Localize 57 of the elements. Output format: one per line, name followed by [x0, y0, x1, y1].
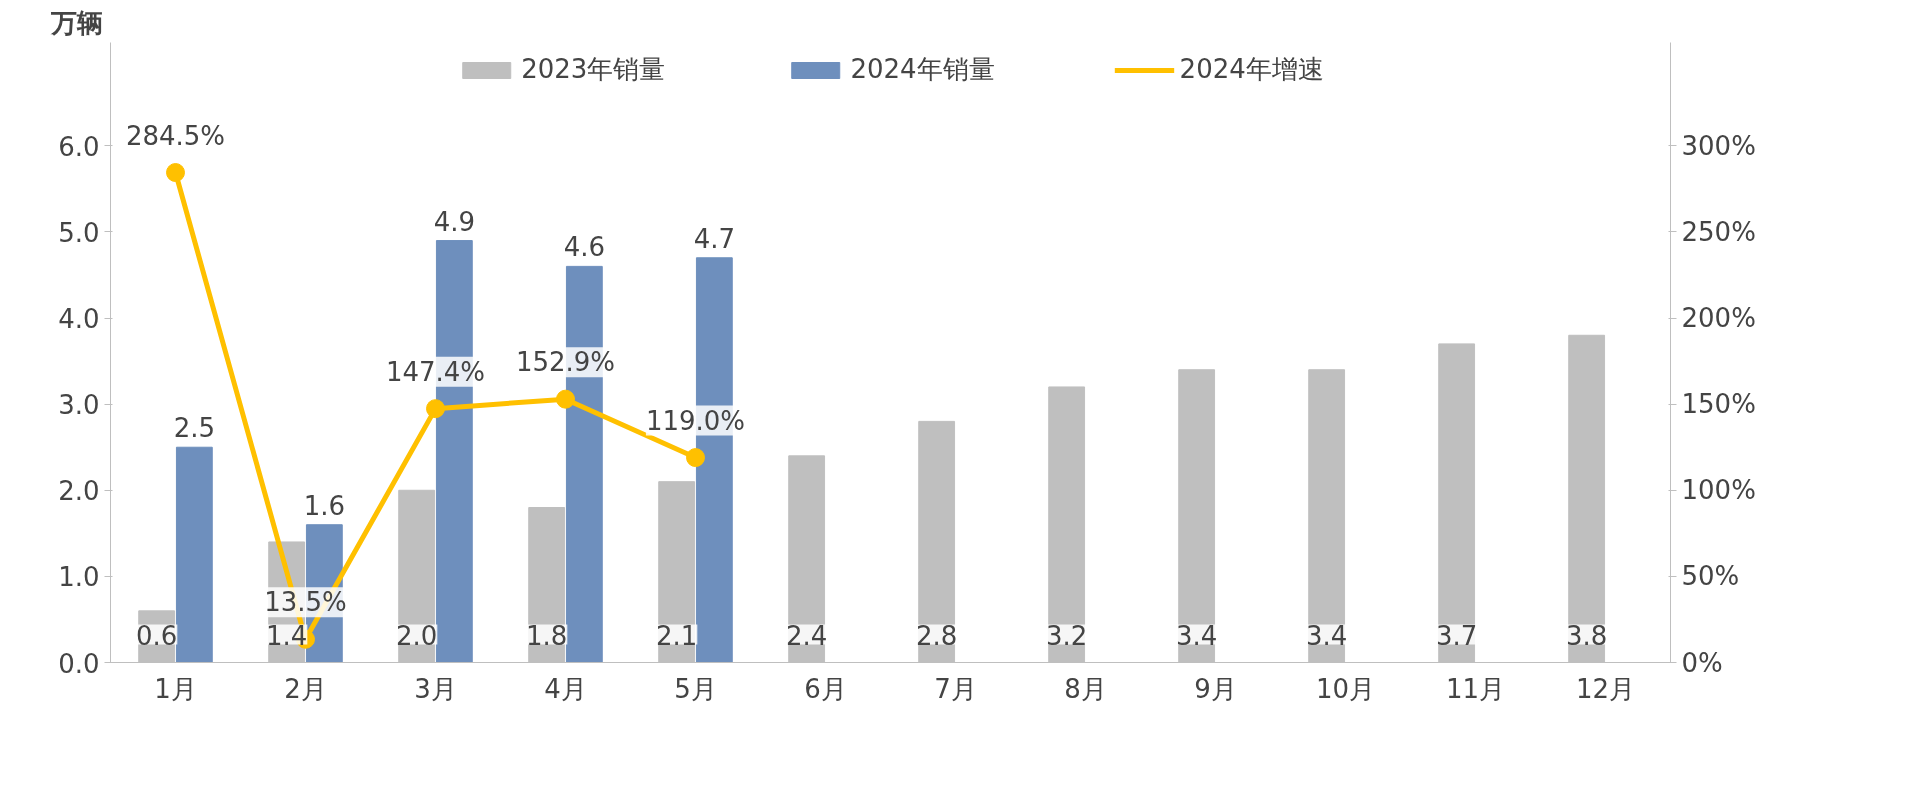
x-tick-label: 1月 — [154, 673, 197, 704]
data-label: 2.4 — [785, 620, 828, 651]
data-label: 1.8 — [525, 620, 568, 651]
x-tick-label: 12月 — [1575, 673, 1636, 704]
y2-tick-label: 200% — [1681, 303, 1756, 334]
y2-tick-label: 250% — [1681, 216, 1756, 247]
data-label: 3.4 — [1305, 620, 1348, 651]
legend-label: 2024年增速 — [1179, 53, 1324, 86]
data-label: 4.9 — [433, 206, 476, 237]
y-tick-label: 4.0 — [58, 304, 100, 335]
point — [426, 399, 445, 419]
x-tick-label: 11月 — [1445, 673, 1506, 704]
y2-tick-label: 0% — [1681, 647, 1723, 678]
x-tick-label: 9月 — [1194, 673, 1237, 704]
y-tick-label: 1.0 — [58, 562, 100, 593]
point — [166, 163, 185, 183]
data-label: 1.6 — [303, 490, 346, 521]
data-label: 284.5% — [125, 120, 226, 151]
y-tick-label: 3.0 — [58, 390, 100, 421]
y2-tick-label: 100% — [1681, 475, 1756, 506]
x-tick-label: 4月 — [544, 673, 587, 704]
y-tick-label: 6.0 — [58, 131, 100, 162]
data-label: 1.4 — [265, 620, 308, 651]
data-label: 3.7 — [1435, 620, 1478, 651]
y2-tick-label: 300% — [1681, 130, 1756, 161]
legend-label: 2023年销量 — [521, 53, 666, 86]
data-label: 2.8 — [915, 620, 958, 651]
data-label: 13.5% — [264, 587, 347, 618]
y2-tick-label: 50% — [1681, 561, 1740, 592]
x-tick-label: 2月 — [284, 673, 327, 704]
bar — [175, 446, 213, 663]
y-tick-label: 2.0 — [58, 476, 100, 507]
data-label: 4.6 — [563, 232, 606, 263]
y2-tick-label: 150% — [1681, 389, 1756, 420]
y-axis-title: 万辆 — [49, 7, 103, 38]
point — [556, 389, 575, 409]
data-label: 2.0 — [395, 620, 438, 651]
data-label: 2.1 — [655, 620, 698, 651]
y-tick-label: 5.0 — [58, 217, 100, 248]
data-label: 3.2 — [1045, 620, 1088, 651]
x-tick-label: 10月 — [1315, 673, 1376, 704]
x-tick-label: 8月 — [1064, 673, 1107, 704]
data-label: 119.0% — [645, 405, 746, 436]
data-label: 2.5 — [173, 413, 216, 444]
data-label: 4.7 — [693, 223, 736, 254]
data-label: 147.4% — [385, 356, 486, 387]
x-tick-label: 5月 — [674, 673, 717, 704]
data-label: 152.9% — [515, 347, 616, 378]
x-tick-label: 7月 — [934, 673, 977, 704]
data-label: 0.6 — [135, 620, 178, 651]
legend-label: 2024年销量 — [850, 53, 995, 86]
data-label: 3.4 — [1175, 620, 1218, 651]
x-tick-label: 3月 — [414, 673, 457, 704]
data-label: 3.8 — [1565, 620, 1608, 651]
y-tick-label: 0.0 — [58, 648, 100, 679]
point — [686, 448, 705, 468]
x-tick-label: 6月 — [804, 673, 847, 704]
